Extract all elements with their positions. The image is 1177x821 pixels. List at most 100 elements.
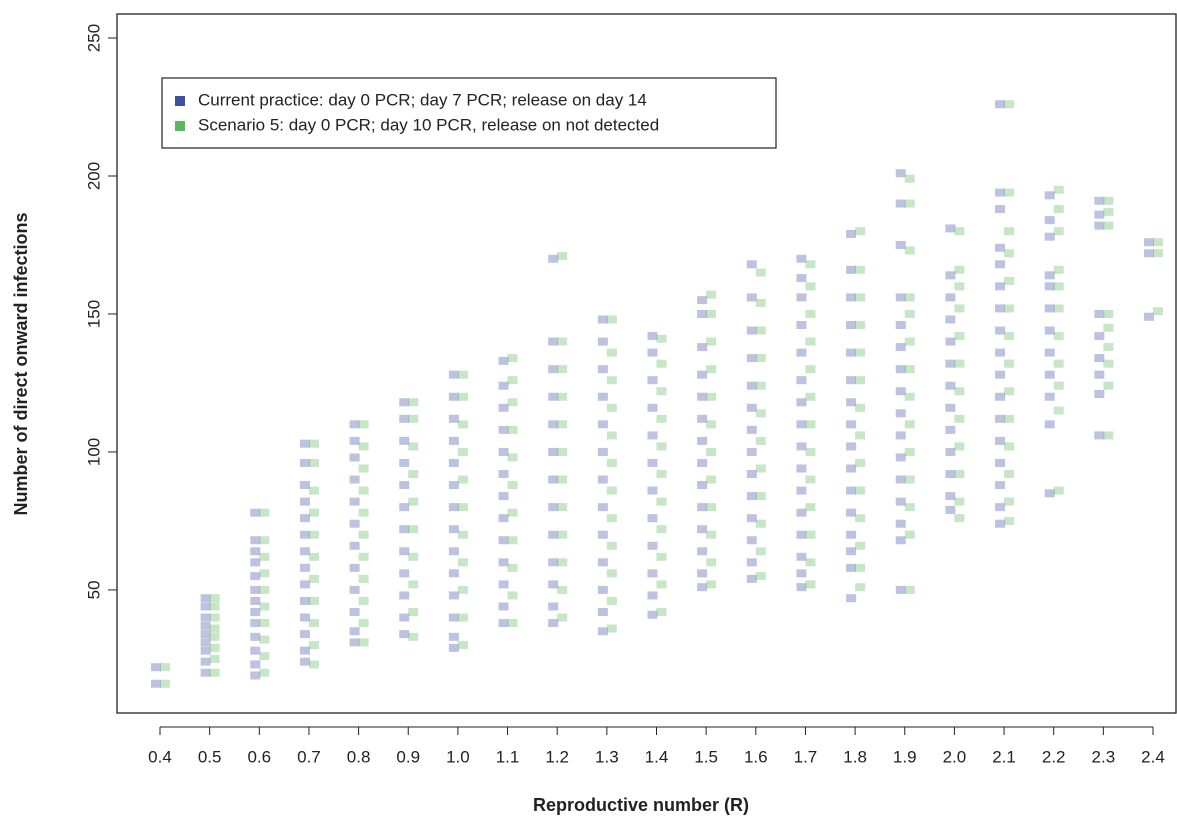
point bbox=[1103, 381, 1114, 390]
point bbox=[597, 503, 608, 512]
point bbox=[1044, 304, 1055, 313]
point bbox=[457, 392, 468, 401]
point bbox=[548, 602, 559, 611]
point bbox=[755, 268, 766, 277]
point bbox=[697, 547, 708, 556]
point bbox=[855, 321, 866, 330]
point bbox=[1103, 359, 1114, 368]
point bbox=[597, 420, 608, 429]
point bbox=[746, 470, 757, 479]
point bbox=[954, 359, 965, 368]
point bbox=[1053, 185, 1064, 194]
point bbox=[358, 619, 369, 628]
point bbox=[299, 657, 310, 666]
point bbox=[796, 420, 807, 429]
point bbox=[250, 619, 261, 628]
point bbox=[895, 536, 906, 545]
point bbox=[448, 591, 459, 600]
point bbox=[904, 174, 915, 183]
point bbox=[805, 309, 816, 318]
legend-label: Scenario 5: day 0 PCR; day 10 PCR, relea… bbox=[198, 115, 659, 134]
point bbox=[299, 596, 310, 605]
point bbox=[895, 497, 906, 506]
point bbox=[904, 447, 915, 456]
point bbox=[548, 503, 559, 512]
point bbox=[1094, 389, 1105, 398]
point bbox=[399, 436, 410, 445]
point bbox=[746, 447, 757, 456]
x-tick-label: 1.6 bbox=[744, 747, 768, 766]
point bbox=[1044, 326, 1055, 335]
x-tick-label: 1.4 bbox=[645, 747, 669, 766]
point bbox=[697, 370, 708, 379]
point bbox=[448, 547, 459, 556]
point bbox=[498, 619, 509, 628]
point bbox=[308, 619, 319, 628]
point bbox=[457, 530, 468, 539]
point bbox=[358, 596, 369, 605]
point bbox=[995, 260, 1006, 269]
point bbox=[1103, 309, 1114, 318]
point bbox=[349, 436, 360, 445]
point bbox=[448, 525, 459, 534]
x-tick-label: 1.5 bbox=[694, 747, 718, 766]
point bbox=[995, 282, 1006, 291]
y-tick-label: 250 bbox=[84, 24, 103, 52]
point bbox=[995, 243, 1006, 252]
point bbox=[755, 298, 766, 307]
legend-label: Current practice: day 0 PCR; day 7 PCR; … bbox=[198, 90, 647, 109]
point bbox=[1144, 238, 1154, 247]
point bbox=[1004, 276, 1015, 285]
point bbox=[1103, 431, 1114, 440]
point bbox=[299, 646, 310, 655]
x-tick-label: 1.1 bbox=[496, 747, 520, 766]
point bbox=[796, 376, 807, 385]
point bbox=[408, 398, 419, 407]
point bbox=[796, 508, 807, 517]
point bbox=[448, 370, 459, 379]
point bbox=[904, 392, 915, 401]
x-tick-label: 2.0 bbox=[943, 747, 967, 766]
point bbox=[557, 252, 568, 261]
point bbox=[299, 613, 310, 622]
point bbox=[160, 663, 170, 672]
point bbox=[746, 514, 757, 523]
point bbox=[846, 594, 857, 603]
points bbox=[151, 100, 1163, 688]
point bbox=[954, 514, 965, 523]
point bbox=[250, 660, 261, 669]
point bbox=[548, 619, 559, 628]
legend-swatch bbox=[175, 121, 185, 131]
point bbox=[448, 503, 459, 512]
point bbox=[597, 558, 608, 567]
x-tick-label: 1.0 bbox=[446, 747, 470, 766]
point bbox=[697, 583, 708, 592]
point bbox=[697, 503, 708, 512]
point bbox=[706, 337, 717, 346]
x-tick-label: 1.3 bbox=[595, 747, 619, 766]
point bbox=[349, 497, 360, 506]
point bbox=[855, 563, 866, 572]
x-tick-label: 1.7 bbox=[794, 747, 818, 766]
point bbox=[160, 679, 170, 688]
point bbox=[855, 583, 866, 592]
x-tick-label: 2.3 bbox=[1092, 747, 1116, 766]
point bbox=[755, 381, 766, 390]
point bbox=[706, 580, 717, 589]
point bbox=[846, 348, 857, 357]
point bbox=[846, 563, 857, 572]
point bbox=[647, 541, 658, 550]
point bbox=[457, 475, 468, 484]
point bbox=[200, 668, 211, 677]
point bbox=[855, 348, 866, 357]
point bbox=[349, 627, 360, 636]
point bbox=[606, 569, 617, 578]
point bbox=[250, 508, 261, 517]
point bbox=[755, 436, 766, 445]
point bbox=[954, 442, 965, 451]
point bbox=[358, 574, 369, 583]
point bbox=[557, 530, 568, 539]
point bbox=[1053, 265, 1064, 274]
point bbox=[945, 425, 956, 434]
point bbox=[945, 224, 956, 233]
